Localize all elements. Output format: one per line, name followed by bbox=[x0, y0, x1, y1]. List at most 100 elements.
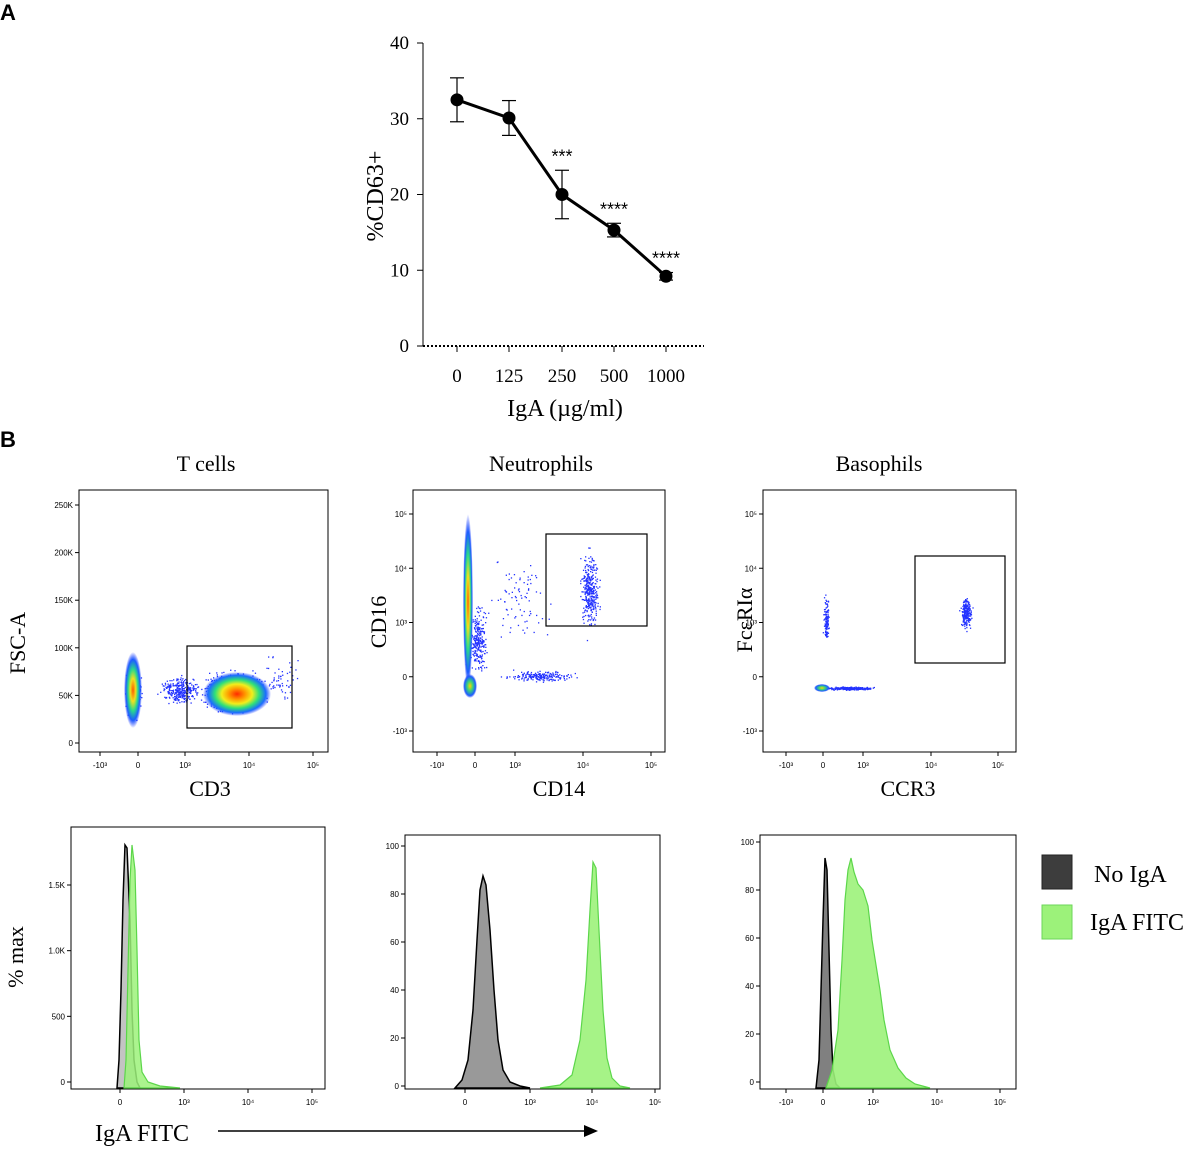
event-dot bbox=[268, 656, 270, 658]
event-dot bbox=[480, 642, 482, 644]
y-tick-label: 80 bbox=[390, 890, 399, 899]
event-dot bbox=[180, 681, 183, 683]
event-dot bbox=[835, 686, 837, 688]
event-dot bbox=[472, 647, 474, 650]
event-dot bbox=[292, 675, 294, 677]
event-dot bbox=[521, 614, 523, 617]
event-dot bbox=[547, 671, 550, 673]
event-dot bbox=[827, 623, 829, 625]
event-dot bbox=[589, 615, 591, 617]
event-dot bbox=[968, 607, 970, 609]
y-tick-label: 0 bbox=[61, 1078, 66, 1087]
event-dot bbox=[836, 687, 838, 689]
event-dot bbox=[482, 627, 484, 630]
event-dot bbox=[587, 585, 589, 588]
event-dot bbox=[166, 687, 168, 689]
event-dot bbox=[196, 694, 198, 696]
event-dot bbox=[591, 591, 593, 593]
event-dot bbox=[827, 617, 829, 619]
event-dot bbox=[203, 701, 205, 703]
event-dot bbox=[524, 632, 526, 634]
event-dot bbox=[556, 673, 558, 676]
event-dot bbox=[476, 650, 478, 652]
event-dot bbox=[273, 685, 275, 687]
event-dot bbox=[590, 603, 592, 605]
event-dot bbox=[526, 673, 528, 675]
event-dot bbox=[170, 684, 172, 687]
event-dot bbox=[964, 615, 966, 617]
event-dot bbox=[482, 640, 484, 642]
event-dot bbox=[477, 643, 479, 645]
event-dot bbox=[514, 587, 516, 589]
event-dot bbox=[824, 624, 827, 626]
event-dot bbox=[178, 699, 180, 701]
event-dot bbox=[536, 614, 538, 617]
event-dot bbox=[484, 650, 487, 652]
event-dot bbox=[548, 676, 550, 678]
event-dot bbox=[476, 643, 478, 645]
event-dot bbox=[590, 601, 592, 603]
event-dot bbox=[545, 671, 547, 673]
event-dot bbox=[543, 674, 545, 676]
event-dot bbox=[475, 668, 477, 670]
event-dot bbox=[183, 697, 185, 700]
event-dot bbox=[473, 652, 475, 654]
event-dot bbox=[850, 688, 852, 690]
event-dot bbox=[497, 599, 499, 601]
event-dot bbox=[826, 604, 829, 606]
event-dot bbox=[594, 623, 596, 626]
event-dot bbox=[535, 674, 537, 676]
event-dot bbox=[585, 606, 587, 608]
event-dot bbox=[964, 604, 966, 606]
event-dot bbox=[521, 671, 523, 673]
event-dot bbox=[476, 622, 479, 624]
event-dot bbox=[526, 620, 528, 622]
event-dot bbox=[514, 595, 517, 598]
event-dot bbox=[588, 557, 590, 559]
event-dot bbox=[517, 676, 519, 678]
event-dot bbox=[474, 622, 476, 625]
event-dot bbox=[587, 594, 589, 596]
event-dot bbox=[599, 606, 601, 608]
event-dot bbox=[587, 585, 590, 587]
event-dot bbox=[189, 698, 191, 700]
event-dot bbox=[477, 660, 479, 662]
event-dot bbox=[595, 572, 597, 574]
event-dot bbox=[526, 672, 529, 674]
event-dot bbox=[831, 688, 833, 691]
event-dot bbox=[825, 615, 827, 618]
event-dot bbox=[535, 676, 537, 679]
event-dot bbox=[585, 560, 587, 562]
event-dot bbox=[594, 569, 596, 571]
event-dot bbox=[582, 618, 585, 621]
x-tick-label: 0 bbox=[463, 1098, 468, 1107]
event-dot bbox=[481, 660, 483, 662]
event-dot bbox=[594, 576, 597, 578]
event-dot bbox=[483, 611, 485, 614]
event-dot bbox=[965, 614, 967, 616]
event-dot bbox=[526, 627, 528, 629]
event-dot bbox=[168, 696, 171, 698]
event-dot bbox=[526, 583, 529, 585]
event-dot bbox=[842, 687, 844, 689]
event-dot bbox=[591, 569, 594, 571]
event-dot bbox=[966, 613, 968, 616]
event-dot bbox=[282, 685, 284, 687]
event-dot bbox=[853, 686, 856, 689]
x-tick-label: 10⁵ bbox=[992, 761, 1004, 770]
event-dot bbox=[588, 583, 590, 585]
event-dot bbox=[190, 682, 192, 684]
event-dot bbox=[837, 687, 839, 689]
event-dot bbox=[169, 697, 171, 699]
event-dot bbox=[479, 607, 481, 610]
event-dot bbox=[584, 587, 586, 589]
event-dot bbox=[592, 560, 594, 562]
event-dot bbox=[827, 619, 829, 621]
event-dot bbox=[582, 569, 585, 571]
event-dot bbox=[583, 577, 586, 579]
event-dot bbox=[833, 689, 835, 691]
event-dot bbox=[824, 608, 826, 611]
event-dot bbox=[826, 616, 828, 618]
event-dot bbox=[195, 690, 197, 692]
event-dot bbox=[848, 687, 851, 689]
